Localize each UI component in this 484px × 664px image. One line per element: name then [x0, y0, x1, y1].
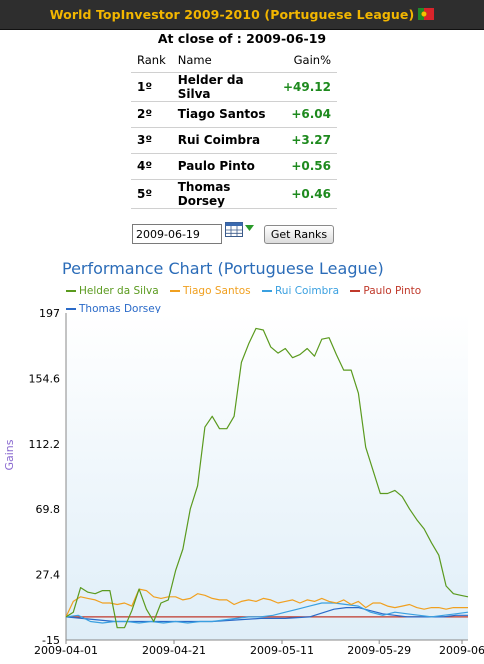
legend-swatch	[66, 308, 76, 310]
name-cell: Paulo Pinto	[171, 153, 277, 180]
legend-label: Rui Coimbra	[274, 285, 340, 297]
rank-column-header: Rank	[131, 48, 172, 73]
y-tick-label: 154.6	[29, 372, 61, 385]
get-ranks-button[interactable]: Get Ranks	[264, 225, 334, 244]
gain-cell: +3.27	[276, 127, 337, 154]
legend-label: Paulo Pinto	[363, 285, 422, 297]
calendar-icon[interactable]	[225, 222, 255, 238]
chart-title: Performance Chart (Portuguese League)	[62, 259, 384, 278]
x-ticks: 2009-04-01 2009-04-21 2009-05-11 2009-05-29…	[34, 640, 484, 657]
series-line-helder-da-silva	[65, 327, 469, 629]
table-row: 4º Paulo Pinto +0.56	[131, 153, 337, 180]
rank-cell: 2º	[131, 101, 172, 128]
legend-item-tiago[interactable]: Tiago Santos	[169, 283, 251, 299]
title-bar: World TopInvestor 2009-2010 (Portuguese …	[0, 0, 484, 30]
x-tick-label: 2009-05-29	[347, 644, 411, 657]
name-cell: Thomas Dorsey	[171, 179, 277, 209]
series-lines	[65, 327, 469, 629]
legend-item-rui[interactable]: Rui Coimbra	[261, 283, 340, 299]
table-row: 2º Tiago Santos +6.04	[131, 101, 337, 128]
legend-label: Tiago Santos	[182, 285, 251, 297]
rank-cell: 5º	[131, 179, 172, 209]
chart-legend: Helder da Silva Tiago Santos Rui Coimbra…	[66, 281, 476, 317]
name-cell: Tiago Santos	[171, 101, 277, 128]
table-row: 1º Helder da Silva +49.12	[131, 72, 337, 102]
rank-cell: 3º	[131, 127, 172, 154]
legend-item-paulo[interactable]: Paulo Pinto	[350, 283, 421, 299]
gain-cell: +0.56	[276, 153, 337, 180]
series-line-rui-coimbra	[65, 602, 469, 624]
close-date-label: At close of : 2009-06-19	[157, 31, 327, 46]
legend-label: Thomas Dorsey	[79, 303, 161, 315]
x-tick-label: 2009-04-21	[142, 644, 206, 657]
y-ticks: 197 154.6 112.2 69.8 27.4 -15	[29, 307, 61, 647]
x-tick-label: 2009-06	[439, 644, 484, 657]
page-title: World TopInvestor 2009-2010 (Portuguese …	[49, 7, 415, 22]
ranking-header-row: Rank Name Gain%	[131, 48, 337, 73]
x-tick-label: 2009-04-01	[34, 644, 98, 657]
y-tick-label: -15	[42, 634, 60, 647]
legend-swatch	[350, 290, 361, 292]
y-tick-label: 69.8	[36, 503, 61, 516]
y-tick-label: 27.4	[36, 569, 61, 582]
rank-cell: 1º	[131, 72, 172, 102]
legend-swatch	[169, 290, 180, 292]
date-input[interactable]	[132, 224, 222, 244]
name-column-header: Name	[171, 48, 277, 73]
y-tick-label: 197	[39, 307, 60, 320]
ranking-table: Rank Name Gain% 1º Helder da Silva +49.1…	[131, 48, 337, 209]
gain-cell: +49.12	[276, 72, 337, 102]
legend-item-helder[interactable]: Helder da Silva	[66, 283, 159, 299]
x-tick-label: 2009-05-11	[250, 644, 314, 657]
series-line-tiago-santos	[65, 588, 468, 618]
legend-swatch	[66, 290, 76, 292]
legend-item-thomas[interactable]: Thomas Dorsey	[66, 301, 161, 317]
name-cell: Rui Coimbra	[171, 127, 277, 154]
plot-area	[66, 313, 468, 640]
y-axis-label: Gains	[3, 439, 16, 470]
name-cell: Helder da Silva	[171, 72, 277, 102]
y-tick-label: 112.2	[29, 438, 61, 451]
table-row: 5º Thomas Dorsey +0.46	[131, 179, 337, 209]
table-row: 3º Rui Coimbra +3.27	[131, 127, 337, 154]
portugal-flag-icon	[418, 7, 435, 20]
gain-cell: +6.04	[276, 101, 337, 128]
legend-label: Helder da Silva	[79, 285, 159, 297]
gain-column-header: Gain%	[276, 48, 337, 73]
gain-cell: +0.46	[276, 179, 337, 209]
rank-cell: 4º	[131, 153, 172, 180]
legend-swatch	[261, 290, 272, 292]
